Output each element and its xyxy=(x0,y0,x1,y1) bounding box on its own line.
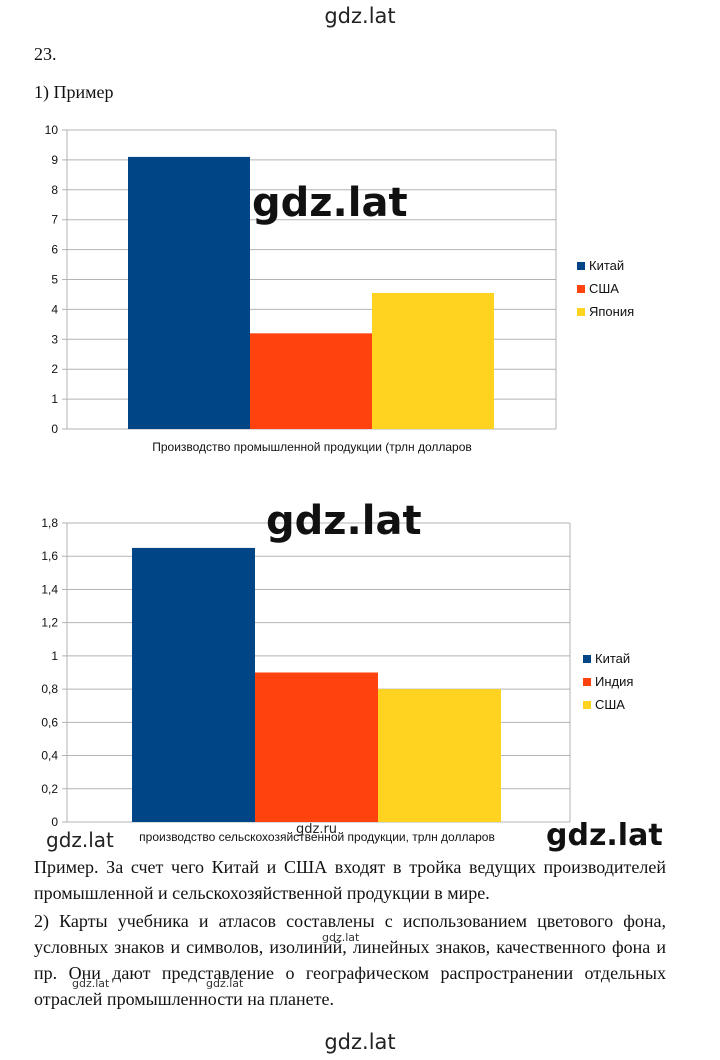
legend-swatch xyxy=(577,262,585,270)
y-tick-label: 9 xyxy=(51,153,58,167)
watermark-left: gdz.lat xyxy=(46,828,114,852)
legend-label: США xyxy=(595,697,625,712)
y-tick-label: 1,8 xyxy=(41,516,58,530)
legend-swatch xyxy=(583,655,591,663)
y-tick-label: 1 xyxy=(51,649,58,663)
bar-сша xyxy=(378,689,501,822)
chart-agricultural: 0 0,2 0,4 0,6 0,8 1 1,2 1,4 1,6 1,8 производство с… xyxy=(41,516,633,844)
watermark-tiny-3: gdz.lat xyxy=(206,977,244,990)
legend-label: Китай xyxy=(589,258,624,273)
watermark-big-2: gdz.lat xyxy=(266,498,422,544)
x-axis-label: производство сельскохозяйственной продук… xyxy=(139,830,495,844)
watermark-bottom: gdz.lat xyxy=(324,1030,396,1054)
watermark-tiny-1: gdz.lat xyxy=(322,931,360,944)
y-tick-label: 1 xyxy=(51,392,58,406)
subheading: 1) Пример xyxy=(34,82,114,102)
paragraph-2: 2) Карты учебника и атласов составлены с… xyxy=(34,911,666,1009)
legend-label: Япония xyxy=(589,304,634,319)
y-tick-label: 6 xyxy=(51,243,58,257)
watermark-top: gdz.lat xyxy=(324,4,396,28)
y-tick-label: 0,8 xyxy=(41,682,58,696)
bar-китай xyxy=(128,156,250,429)
legend-swatch xyxy=(577,308,585,316)
y-tick-label: 8 xyxy=(51,183,58,197)
legend-label: Китай xyxy=(595,651,630,666)
y-tick-label: 0,6 xyxy=(41,715,58,729)
y-tick-label: 0 xyxy=(51,422,58,436)
legend-label: США xyxy=(589,281,619,296)
watermark-tiny-ru: gdz.ru xyxy=(296,822,338,837)
legend-swatch xyxy=(583,701,591,709)
legend-swatch xyxy=(577,285,585,293)
paragraph-1: Пример. За счет чего Китай и США входят … xyxy=(34,857,666,903)
y-tick-label: 2 xyxy=(51,362,58,376)
chart-industrial: 0 1 2 3 4 5 6 7 8 9 10 Производство промышленной пр… xyxy=(45,123,635,454)
y-tick-label: 7 xyxy=(51,213,58,227)
x-axis-label: Производство промышленной продукции (трл… xyxy=(152,440,472,454)
y-tick-label: 0,2 xyxy=(41,782,58,796)
watermark-big-1: gdz.lat xyxy=(252,180,408,226)
y-tick-label: 1,6 xyxy=(41,549,58,563)
bar-индия xyxy=(255,672,378,822)
y-tick-label: 0 xyxy=(51,815,58,829)
bar-сша xyxy=(250,333,372,429)
y-tick-label: 0,4 xyxy=(41,749,58,763)
y-tick-label: 1,4 xyxy=(41,582,58,596)
y-tick-label: 3 xyxy=(51,332,58,346)
task-number: 23. xyxy=(34,44,57,64)
watermark-tiny-2: gdz.lat xyxy=(72,977,110,990)
bar-япония xyxy=(372,292,494,429)
bar-китай xyxy=(132,547,255,822)
legend-label: Индия xyxy=(595,674,633,689)
legend-swatch xyxy=(583,678,591,686)
watermark-right: gdz.lat xyxy=(546,818,663,853)
y-tick-label: 1,2 xyxy=(41,616,58,630)
y-tick-label: 5 xyxy=(51,273,58,287)
y-tick-label: 4 xyxy=(51,302,58,316)
y-tick-label: 10 xyxy=(45,123,59,137)
